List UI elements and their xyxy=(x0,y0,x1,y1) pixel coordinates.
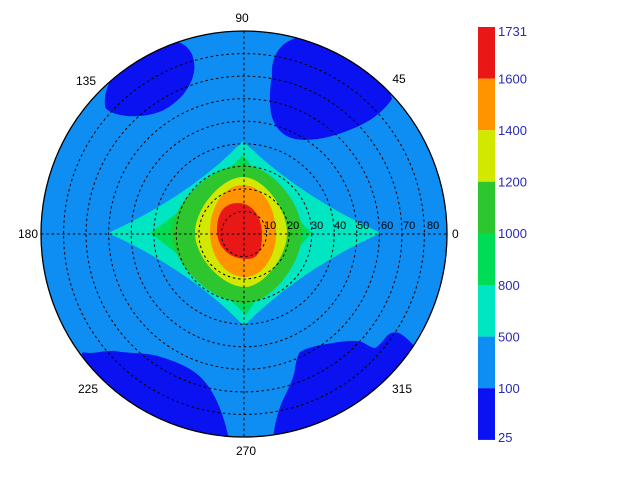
angle-labels: 90 135 180 225 270 315 45 0 xyxy=(18,11,459,458)
angle-label-225: 225 xyxy=(78,382,98,396)
colorbar-tick-1000: 1000 xyxy=(498,226,527,241)
colorbar-band-25-100 xyxy=(478,388,495,440)
colorbar-band-1400-1600 xyxy=(478,78,495,131)
radial-tick-labels: 10 20 30 40 50 60 70 80 xyxy=(264,220,439,232)
angle-label-90: 90 xyxy=(235,11,249,25)
radial-tick-70: 70 xyxy=(403,220,415,232)
colorbar-tick-labels: 1731 1600 1400 1200 1000 800 500 100 25 xyxy=(498,24,527,445)
colorbar-tick-25: 25 xyxy=(498,430,512,445)
radial-tick-20: 20 xyxy=(287,220,299,232)
angle-label-0: 0 xyxy=(452,227,459,241)
plot-outer-rim xyxy=(40,30,448,438)
angle-label-45: 45 xyxy=(392,72,406,86)
radial-tick-60: 60 xyxy=(381,220,393,232)
colorbar-band-100-500 xyxy=(478,336,495,389)
colorbar-tick-500: 500 xyxy=(498,330,520,345)
colorbar-band-1200-1400 xyxy=(478,130,495,182)
colorbar-tick-1400: 1400 xyxy=(498,123,527,138)
colorbar-tick-1731: 1731 xyxy=(498,24,527,39)
radial-tick-80: 80 xyxy=(427,220,439,232)
grid-circle-60 xyxy=(108,98,380,370)
colorbar-band-500-800 xyxy=(478,285,495,337)
polar-plot-area: 10 20 30 40 50 60 70 80 xyxy=(41,31,447,437)
radial-tick-40: 40 xyxy=(334,220,346,232)
colorbar-band-800-1000 xyxy=(478,233,495,286)
minimum-blob-225-region xyxy=(75,350,229,437)
colorbar-band-1600-1731 xyxy=(478,27,495,79)
angle-label-270: 270 xyxy=(236,444,256,458)
colorbar-band-1000-1200 xyxy=(478,181,495,234)
radial-tick-10: 10 xyxy=(264,220,276,232)
colorbar-tick-100: 100 xyxy=(498,381,520,396)
radial-tick-30: 30 xyxy=(311,220,323,232)
colorbar-tick-1600: 1600 xyxy=(498,72,527,87)
angle-label-180: 180 xyxy=(18,227,38,241)
colorbar-tick-1200: 1200 xyxy=(498,175,527,190)
grid-circle-20 xyxy=(198,188,290,280)
contour-1600-1731-region xyxy=(217,203,262,259)
colorbar: 1731 1600 1400 1200 1000 800 500 100 25 xyxy=(478,24,527,445)
polar-grid xyxy=(41,31,447,437)
radial-tick-50: 50 xyxy=(357,220,369,232)
angle-label-135: 135 xyxy=(76,74,96,88)
angle-label-315: 315 xyxy=(392,382,412,396)
colorbar-tick-800: 800 xyxy=(498,278,520,293)
